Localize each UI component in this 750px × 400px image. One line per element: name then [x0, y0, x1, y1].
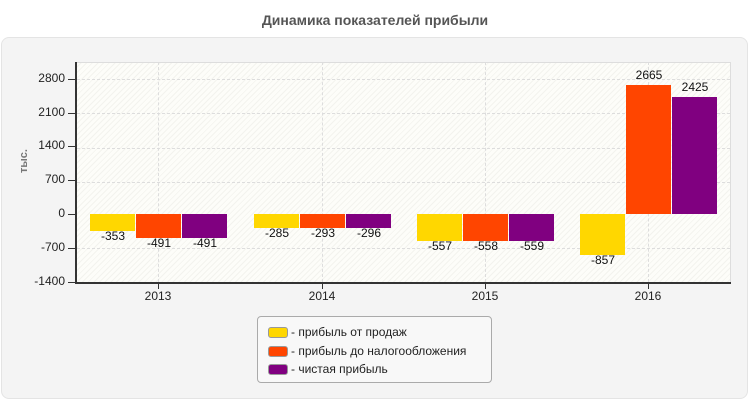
y-tick [68, 79, 75, 80]
y-tick [68, 146, 75, 147]
bar[interactable] [254, 214, 299, 228]
y-tick-label: 700 [44, 172, 65, 186]
y-tick [68, 113, 75, 114]
bar[interactable] [300, 214, 345, 229]
bar[interactable] [136, 214, 181, 238]
legend-swatch [268, 326, 288, 338]
y-tick-label: 2100 [38, 105, 65, 119]
y-tick-label: -1400 [34, 274, 65, 288]
bar-value-label: -558 [473, 238, 499, 253]
bar[interactable] [463, 214, 508, 241]
y-tick [68, 248, 75, 249]
bar-value-label: -857 [590, 253, 616, 268]
y-tick [68, 180, 75, 181]
gridline-vertical [158, 62, 159, 282]
y-tick [68, 214, 75, 215]
bar[interactable] [580, 214, 625, 256]
x-tick-label: 2016 [634, 289, 662, 303]
gridline-vertical [322, 62, 323, 282]
legend: - прибыль от продаж - прибыль до налогоо… [257, 316, 492, 383]
gridline-horizontal [77, 182, 730, 183]
legend-label: - прибыль до налогообложения [291, 344, 467, 358]
legend-swatch [268, 363, 288, 375]
gridline-horizontal [77, 248, 730, 249]
bar-value-label: -559 [519, 239, 545, 254]
y-axis [75, 62, 77, 283]
bar-value-label: -557 [427, 238, 453, 253]
bar[interactable] [346, 214, 391, 229]
bar-value-label: -293 [310, 226, 336, 241]
legend-label: - чистая прибыль [291, 362, 388, 376]
bar[interactable] [672, 96, 717, 214]
bar[interactable] [90, 214, 135, 232]
legend-item-net-profit[interactable]: - чистая прибыль [268, 362, 388, 376]
x-tick [648, 283, 649, 289]
y-tick [68, 282, 75, 283]
y-tick-label: 0 [58, 206, 65, 220]
bar[interactable] [626, 85, 671, 214]
bar-value-label: -491 [146, 235, 172, 250]
bar-value-label: -285 [264, 225, 290, 240]
y-tick-label: 1400 [38, 138, 65, 152]
x-tick-label: 2015 [471, 289, 499, 303]
x-tick [485, 283, 486, 289]
x-tick-label: 2014 [308, 289, 336, 303]
bar[interactable] [417, 214, 462, 241]
x-tick [322, 283, 323, 289]
legend-swatch [268, 345, 288, 357]
legend-label: - прибыль от продаж [291, 325, 407, 339]
bar-value-label: -491 [192, 235, 218, 250]
y-tick-label: 2800 [38, 71, 65, 85]
legend-item-sales-profit[interactable]: - прибыль от продаж [268, 325, 407, 339]
bar-value-label: -296 [356, 226, 382, 241]
chart-title: Динамика показателей прибыли [261, 12, 489, 28]
x-tick-label: 2013 [144, 289, 172, 303]
bar-value-label: 2425 [681, 79, 709, 94]
gridline-horizontal [77, 148, 730, 149]
bar[interactable] [182, 214, 227, 238]
x-tick [158, 283, 159, 289]
gridline-horizontal [77, 113, 730, 114]
y-tick-label: -700 [40, 240, 65, 254]
gridline-vertical [485, 62, 486, 282]
bar[interactable] [509, 214, 554, 242]
x-axis [75, 282, 731, 284]
bar-value-label: -353 [100, 229, 126, 244]
legend-item-pretax-profit[interactable]: - прибыль до налогообложения [268, 344, 466, 358]
bar-value-label: 2665 [635, 68, 663, 83]
gridline-horizontal [77, 79, 730, 80]
